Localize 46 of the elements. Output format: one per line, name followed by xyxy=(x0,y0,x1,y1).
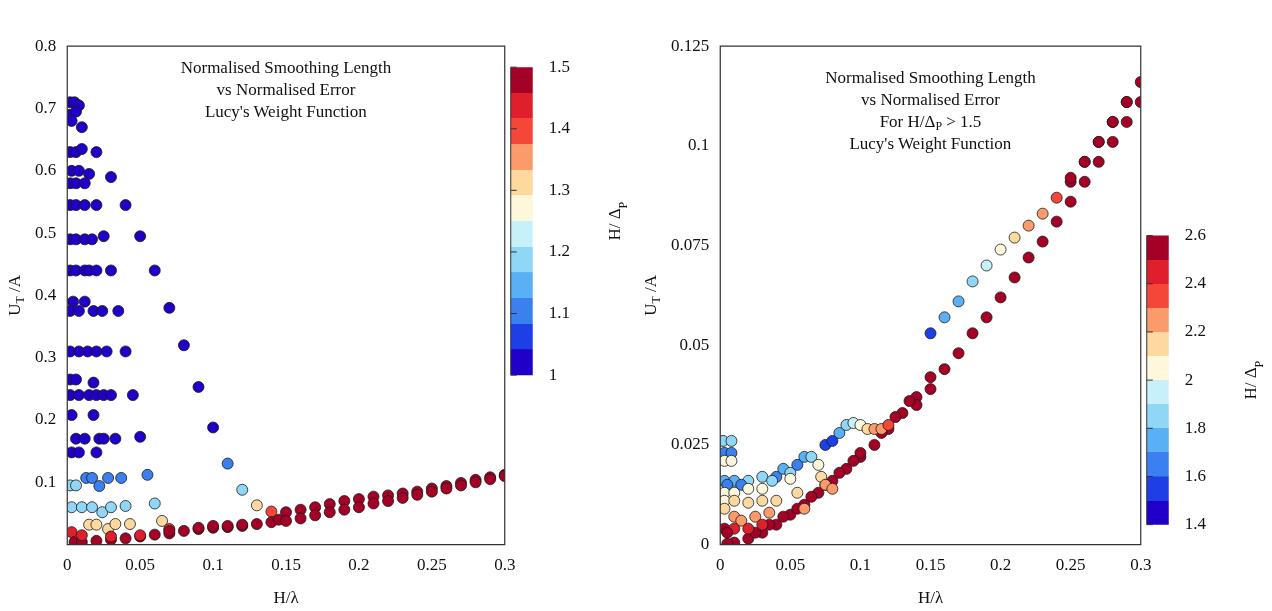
y-tick-label: 0.7 xyxy=(35,97,57,117)
x-tick-label: 0.15 xyxy=(915,555,946,575)
x-tick-label: 0.25 xyxy=(416,555,447,575)
color-bar-label: 2.4 xyxy=(1184,273,1207,293)
color-bar-label: 2.6 xyxy=(1184,225,1206,245)
color-bar-label: 1.1 xyxy=(548,303,570,323)
x-axis-title: H/λ xyxy=(917,588,944,608)
y-tick-label: 0.1 xyxy=(35,471,57,491)
y-tick-label: 0.5 xyxy=(35,222,57,242)
x-tick-label: 0.1 xyxy=(849,555,872,575)
y-tick-label: 0.4 xyxy=(35,284,57,304)
text: Normalised Smoothing Length vs Normalised Error Lucy's Weight Function xyxy=(180,57,392,121)
x-tick-label: 0.3 xyxy=(494,555,516,575)
color-bar-label: 2.2 xyxy=(1184,321,1206,341)
y-tick-label: 0.05 xyxy=(679,334,710,354)
x-tick-label: 0.15 xyxy=(271,555,301,575)
y-tick-label: 0.025 xyxy=(671,434,710,454)
y-tick-label: 0.075 xyxy=(671,235,710,255)
x-tick-label: 0 xyxy=(716,555,725,575)
color-bar-label: 1 xyxy=(548,364,558,384)
x-tick-label: 0.25 xyxy=(1055,555,1086,575)
x-tick-label: 0.2 xyxy=(989,555,1012,575)
color-bar-label: 1.8 xyxy=(1184,417,1206,437)
color-bar-label: 1.2 xyxy=(548,241,570,261)
color-bar-label: 1.3 xyxy=(548,179,570,199)
x-tick-label: 0.05 xyxy=(775,555,806,575)
x-tick-label: 0.3 xyxy=(1130,555,1152,575)
x-tick-label: 0.1 xyxy=(202,555,224,575)
x-tick-label: 0.2 xyxy=(348,555,370,575)
y-tick-label: 0.6 xyxy=(35,160,57,180)
y-tick-label: 0.2 xyxy=(35,409,57,429)
y-tick-label: 0 xyxy=(700,534,710,554)
x-axis-title: H/λ xyxy=(273,588,300,608)
color-bar-label: 1.5 xyxy=(548,56,570,76)
y-axis-title: UT /A xyxy=(5,274,28,316)
y-tick-label: 0.3 xyxy=(35,347,57,367)
color-bar-label: 1.6 xyxy=(1184,465,1206,485)
y-axis-title: UT /A xyxy=(641,274,664,316)
color-bar-label: 1.4 xyxy=(1184,514,1207,534)
y-tick-label: 0.8 xyxy=(35,35,57,55)
color-bar-label: 1.4 xyxy=(548,118,571,138)
x-tick-label: 0.05 xyxy=(125,555,156,575)
y-tick-label: 0.125 xyxy=(671,35,710,55)
x-tick-label: 0 xyxy=(63,555,72,575)
color-bar-label: 2 xyxy=(1184,369,1194,389)
y-tick-label: 0.1 xyxy=(688,135,710,155)
